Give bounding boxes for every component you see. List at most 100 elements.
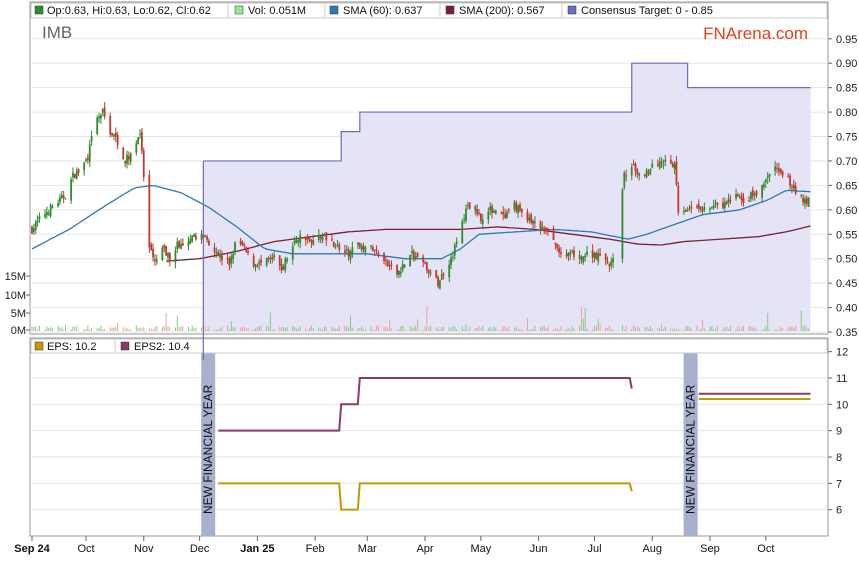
- candle-body: [699, 206, 702, 210]
- candle-body: [357, 242, 359, 245]
- candle-body: [308, 237, 311, 241]
- legend-sma200-swatch: [445, 5, 455, 15]
- candle-body: [560, 252, 562, 255]
- candle-body: [468, 202, 471, 209]
- candle-body: [219, 254, 222, 258]
- candle-body: [291, 246, 294, 260]
- candle-body: [424, 262, 426, 264]
- eps-tick-label: 11: [836, 373, 847, 385]
- sma60-line: [31, 184, 811, 260]
- legend-eps-swatch: [34, 341, 44, 351]
- volume-axis-ticks: 0M 5M 10M 15M: [5, 271, 30, 337]
- candle-body: [317, 234, 320, 241]
- candle-body: [360, 245, 363, 251]
- candle-body: [610, 261, 613, 266]
- candle-body: [684, 210, 687, 212]
- candle-body: [569, 252, 572, 255]
- candle-body: [299, 234, 302, 243]
- candle-body: [75, 171, 78, 179]
- candle-body: [582, 256, 585, 263]
- candle-body: [187, 241, 190, 246]
- candle-body: [396, 264, 398, 275]
- candle-body: [440, 273, 443, 280]
- candle-body: [59, 197, 61, 203]
- candle-body: [384, 260, 387, 262]
- candle-body: [435, 270, 438, 278]
- candle-body: [528, 217, 531, 221]
- candle-body: [453, 244, 456, 256]
- candle-body: [735, 194, 737, 199]
- candle-body: [630, 167, 633, 176]
- candle-body: [638, 173, 641, 176]
- candle-body: [306, 238, 309, 240]
- candle-body: [807, 197, 810, 207]
- candle-body: [647, 172, 650, 174]
- candle-body: [414, 255, 417, 259]
- candle-body: [178, 241, 181, 248]
- candle-body: [481, 219, 484, 224]
- candle-body: [103, 107, 106, 117]
- candle-body: [155, 259, 158, 262]
- price-axis-ticks: 0.35 0.40 0.45 0.50 0.55 0.60 0.65 0.70 0.75 0.80…: [828, 34, 857, 339]
- candle-body: [267, 257, 270, 260]
- candle-body: [46, 212, 48, 216]
- candle-body: [515, 202, 518, 212]
- candle-body: [632, 164, 635, 166]
- candle-body: [111, 132, 113, 136]
- candle-body: [180, 244, 182, 249]
- candle-body: [321, 235, 324, 241]
- candle-body: [651, 163, 654, 168]
- candle-body: [70, 179, 73, 201]
- eps-legend: EPS: 10.2 EPS2: 10.4: [30, 338, 828, 354]
- candle-body: [556, 243, 559, 249]
- candle-body: [295, 240, 298, 243]
- candle-body: [273, 254, 276, 258]
- candle-body: [774, 166, 777, 172]
- candle-body: [606, 261, 609, 263]
- candle-body: [44, 214, 46, 218]
- candle-body: [351, 247, 354, 255]
- candle-body: [541, 227, 544, 230]
- time-tick-label: Dec: [190, 543, 210, 555]
- legend-eps2-swatch: [120, 341, 130, 351]
- candle-body: [712, 205, 715, 208]
- candle-body: [599, 253, 601, 256]
- candle-body: [148, 175, 151, 248]
- candle-body: [636, 169, 639, 175]
- legend-eps2-text: EPS2: 10.4: [134, 341, 190, 353]
- candle-body: [375, 249, 378, 251]
- candle-body: [349, 251, 352, 260]
- candle-body: [507, 210, 510, 212]
- time-tick-label: Sep 24: [14, 543, 50, 555]
- candle-body: [742, 198, 745, 204]
- candle-body: [591, 250, 594, 258]
- legend-volume-text: Vol: 0.051M: [248, 5, 306, 17]
- candle-body: [504, 214, 506, 218]
- candle-body: [152, 248, 154, 258]
- candle-body: [254, 264, 257, 267]
- candle-body: [682, 211, 685, 213]
- candle-body: [239, 240, 242, 244]
- candle-body: [513, 202, 516, 210]
- eps-tick-label: 12: [836, 347, 848, 359]
- candle-body: [530, 214, 533, 223]
- new-financial-year-label: NEW FINANCIAL YEAR: [201, 384, 215, 514]
- candle-body: [489, 206, 492, 211]
- candle-body: [643, 174, 646, 176]
- sma200-line: [166, 225, 811, 262]
- candle-body: [213, 247, 216, 253]
- price-tick-label: 0.60: [836, 205, 857, 217]
- time-tick-label: May: [470, 543, 491, 555]
- candle-body: [625, 175, 628, 177]
- candle-body: [208, 240, 210, 245]
- price-tick-label: 0.40: [836, 303, 857, 315]
- candle-body: [519, 204, 521, 211]
- candle-body: [195, 235, 197, 240]
- eps-tick-label: 8: [836, 452, 842, 464]
- candle-body: [696, 205, 698, 208]
- candle-body: [358, 242, 361, 248]
- candle-body: [800, 194, 803, 196]
- candle-body: [364, 247, 367, 252]
- candle-body: [422, 256, 425, 263]
